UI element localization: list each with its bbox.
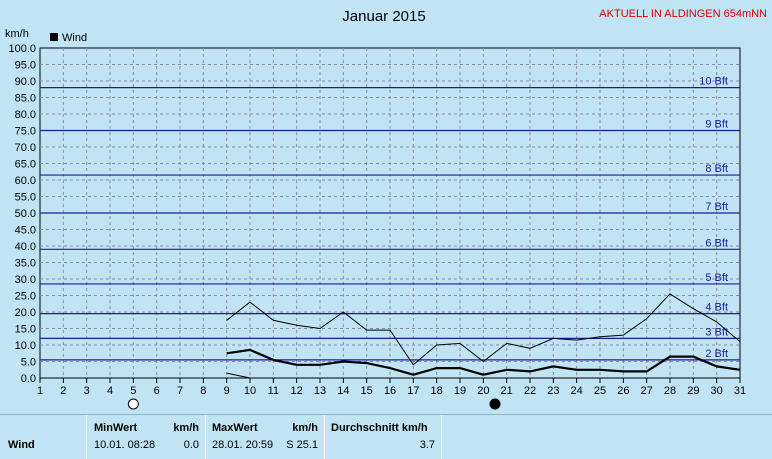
axes: 0.0 5.0 10.0 15.0 20.0 25.0 30.0 35.0 40.0 45.0 50… <box>8 43 746 397</box>
max-header: MaxWert <box>212 422 258 434</box>
x-tick-label: 8 <box>200 385 206 397</box>
legend-label: Wind <box>62 32 87 44</box>
avg-header: Durchschnitt km/h <box>331 422 428 434</box>
x-tick-label: 3 <box>84 385 90 397</box>
stats-panel: Wind MinWert km/h 10.01. 08:28 0.0 MaxWe… <box>0 414 772 459</box>
wind-chart: Januar 2015 AKTUELL IN ALDINGEN 654mNN k… <box>5 8 767 410</box>
beaufort-label: 5 Bft <box>705 272 728 284</box>
y-tick-label: 15.0 <box>15 324 36 336</box>
x-tick-label: 4 <box>107 385 113 397</box>
x-tick-label: 30 <box>711 385 723 397</box>
x-tick-label: 6 <box>154 385 160 397</box>
y-tick-label: 20.0 <box>15 307 36 319</box>
y-tick-label: 25.0 <box>15 291 36 303</box>
y-tick-label: 70.0 <box>15 142 36 154</box>
y-tick-label: 0.0 <box>21 373 36 385</box>
x-tick-label: 22 <box>524 385 536 397</box>
beaufort-lines: 2 Bft 3 Bft 4 Bft 5 Bft 6 Bft 7 Bft 8 Bft 9 Bft… <box>40 76 740 361</box>
y-tick-label: 65.0 <box>15 159 36 171</box>
min-cell: MinWert km/h 10.01. 08:28 0.0 <box>87 415 206 459</box>
x-tick-label: 28 <box>664 385 676 397</box>
station-label: AKTUELL IN ALDINGEN 654mNN <box>599 8 767 20</box>
x-tick-label: 5 <box>130 385 136 397</box>
y-tick-label: 85.0 <box>15 93 36 105</box>
x-tick-label: 14 <box>337 385 349 397</box>
stats-row-label: Wind <box>8 439 35 451</box>
series-line-max <box>226 293 741 366</box>
x-tick-label: 10 <box>244 385 256 397</box>
min-unit: km/h <box>173 422 199 434</box>
beaufort-label: 6 Bft <box>705 237 728 249</box>
y-tick-label: 30.0 <box>15 274 36 286</box>
max-cell: MaxWert km/h 28.01. 20:59 S 25.1 <box>206 415 325 459</box>
beaufort-label: 8 Bft <box>705 163 728 175</box>
series-line-avg <box>226 348 741 376</box>
x-tick-label: 31 <box>734 385 746 397</box>
x-tick-label: 9 <box>224 385 230 397</box>
avg-value: 3.7 <box>419 439 435 451</box>
x-tick-label: 21 <box>501 385 513 397</box>
beaufort-label: 10 Bft <box>699 76 728 88</box>
max-time: 28.01. 20:59 <box>212 439 274 451</box>
beaufort-label: 9 Bft <box>705 119 728 131</box>
legend-swatch <box>50 33 58 41</box>
x-tick-label: 23 <box>547 385 559 397</box>
x-tick-label: 25 <box>594 385 606 397</box>
moon-full-icon <box>127 398 139 410</box>
x-tick-label: 20 <box>477 385 489 397</box>
y-tick-label: 90.0 <box>15 76 36 88</box>
y-tick-label: 10.0 <box>15 340 36 352</box>
x-tick-label: 12 <box>291 385 303 397</box>
x-tick-label: 15 <box>361 385 373 397</box>
series <box>226 293 741 379</box>
y-tick-label: 40.0 <box>15 241 36 253</box>
x-tick-label: 2 <box>60 385 66 397</box>
max-unit: km/h <box>292 422 318 434</box>
y-tick-label: 60.0 <box>15 175 36 187</box>
x-tick-label: 7 <box>177 385 183 397</box>
moon-phases <box>127 398 501 410</box>
min-time: 10.01. 08:28 <box>94 439 156 451</box>
min-value: 0.0 <box>183 439 199 451</box>
y-tick-label: 100.0 <box>8 43 36 55</box>
y-tick-label: 35.0 <box>15 258 36 270</box>
x-tick-label: 24 <box>571 385 583 397</box>
x-tick-label: 18 <box>431 385 443 397</box>
stats-label-cell: Wind <box>0 415 87 459</box>
x-tick-label: 19 <box>454 385 466 397</box>
x-tick-label: 17 <box>407 385 419 397</box>
max-value: S 25.1 <box>286 439 318 451</box>
y-tick-label: 95.0 <box>15 60 36 72</box>
x-tick-label: 26 <box>617 385 629 397</box>
chart-title: Januar 2015 <box>342 8 425 25</box>
series-line-min <box>226 372 251 379</box>
x-tick-label: 27 <box>641 385 653 397</box>
x-tick-label: 16 <box>384 385 396 397</box>
beaufort-label: 2 Bft <box>705 348 728 360</box>
beaufort-label: 4 Bft <box>705 302 728 314</box>
y-tick-label: 80.0 <box>15 109 36 121</box>
x-tick-label: 11 <box>268 385 279 397</box>
y-tick-label: 55.0 <box>15 192 36 204</box>
y-tick-label: 45.0 <box>15 225 36 237</box>
moon-new-icon <box>489 398 501 410</box>
x-tick-label: 13 <box>314 385 326 397</box>
y-tick-label: 50.0 <box>15 208 36 220</box>
x-tick-label: 29 <box>687 385 699 397</box>
y-axis-unit: km/h <box>5 28 29 40</box>
beaufort-label: 7 Bft <box>705 201 728 213</box>
avg-cell: Durchschnitt km/h 3.7 <box>325 415 442 459</box>
min-header: MinWert <box>94 422 138 434</box>
y-tick-label: 75.0 <box>15 126 36 138</box>
x-tick-label: 1 <box>37 385 43 397</box>
beaufort-label: 3 Bft <box>705 326 728 338</box>
y-tick-label: 5.0 <box>21 357 36 369</box>
